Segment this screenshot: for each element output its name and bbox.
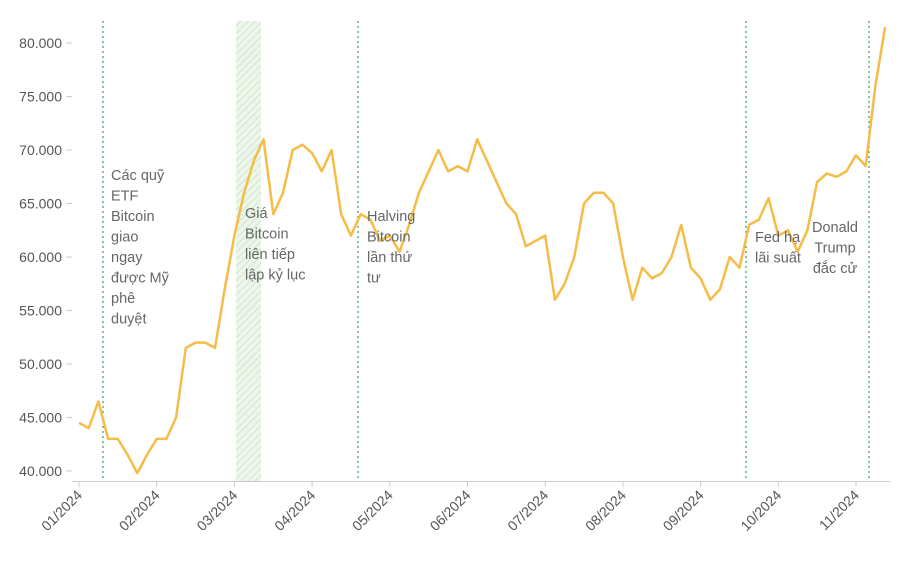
annotation: Bitcoin (367, 230, 411, 246)
annotation: phê (111, 291, 135, 307)
y-tick-label: 70.000 (19, 142, 62, 158)
y-tick-label: 60.000 (19, 249, 62, 265)
annotation: đắc cử (813, 260, 858, 277)
y-tick-label: 55.000 (19, 303, 62, 319)
annotation: Donald (812, 220, 858, 236)
annotation: duyệt (111, 312, 146, 328)
annotation: tư (367, 271, 381, 287)
annotation: Fed hạ (755, 230, 801, 246)
annotation: Các quỹ (111, 168, 165, 184)
annotation: Giá (245, 206, 269, 222)
y-tick-label: 75.000 (19, 89, 62, 105)
annotation: lập kỷ lục (245, 268, 305, 284)
x-tick-label: 07/2024 (504, 487, 551, 534)
y-tick-label: 65.000 (19, 196, 62, 212)
x-tick-label: 05/2024 (349, 487, 396, 534)
annotation: giao (111, 230, 138, 246)
annotation: Halving (367, 209, 415, 225)
annotation: liên tiếp (245, 247, 295, 263)
annotation: ngay (111, 250, 143, 266)
price-line (78, 26, 887, 475)
x-tick-label: 11/2024 (816, 487, 863, 534)
annotation: Bitcoin (111, 209, 155, 225)
annotation: được Mỹ (111, 271, 170, 287)
y-tick-label: 80.000 (19, 35, 62, 51)
annotation: lần thứ (367, 250, 412, 266)
x-tick-label: 03/2024 (193, 487, 240, 534)
x-tick-label: 08/2024 (582, 487, 629, 534)
y-tick-label: 45.000 (19, 410, 62, 426)
annotation: Bitcoin (245, 227, 289, 243)
x-tick-label: 10/2024 (737, 487, 784, 534)
x-tick-label: 06/2024 (427, 487, 474, 534)
annotation: ETF (111, 189, 139, 205)
y-tick-label: 40.000 (19, 463, 62, 479)
x-tick-label: 02/2024 (116, 487, 163, 534)
y-tick-label: 50.000 (19, 356, 62, 372)
highlight-band (236, 21, 261, 481)
x-tick-label: 04/2024 (271, 487, 318, 534)
annotation: lãi suất (755, 251, 801, 267)
x-tick-label: 01/2024 (38, 487, 85, 534)
x-tick-label: 09/2024 (660, 487, 707, 534)
annotation: Trump (814, 241, 855, 257)
